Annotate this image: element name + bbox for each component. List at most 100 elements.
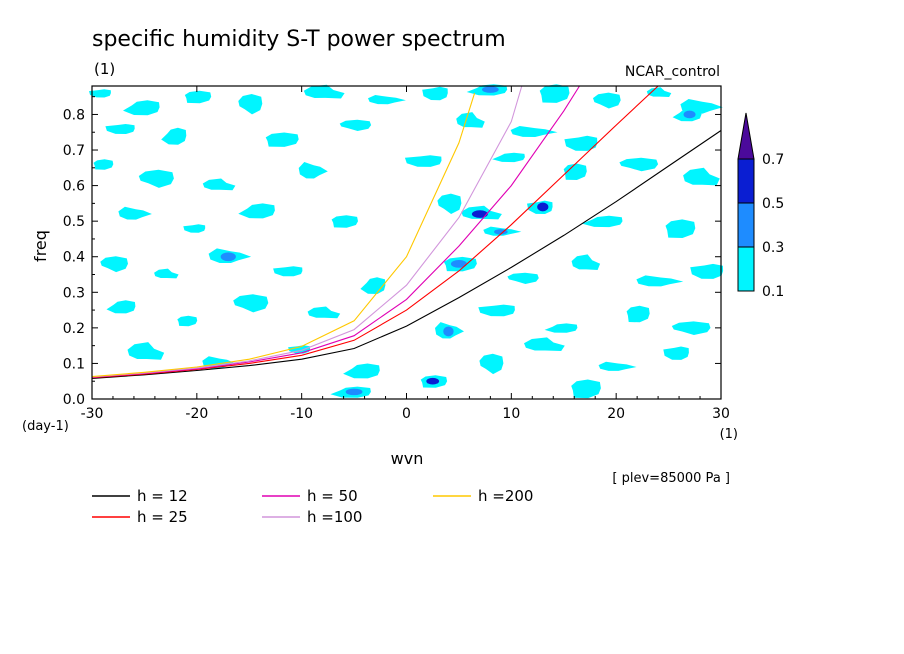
colorbar-label: 0.3 (762, 240, 784, 256)
x-axis-label: wvn (391, 449, 424, 468)
contour-patch (646, 87, 672, 97)
contour-patch (563, 163, 587, 180)
contour-patch (510, 126, 558, 137)
contour-patch (671, 321, 711, 335)
contour-patch (118, 206, 152, 220)
footnote: [ plev=85000 Pa ] (612, 471, 730, 486)
y-tick-label: 0.4 (63, 250, 85, 266)
contour-patch-core (426, 377, 440, 385)
contour-patch-core (220, 252, 236, 262)
contour-patch (360, 277, 386, 294)
contour-patch (331, 215, 358, 228)
y-tick-label: 0.6 (63, 179, 85, 195)
x-tick-label: -10 (290, 406, 313, 422)
plot-frame (91, 85, 722, 400)
contour-patch (105, 124, 135, 134)
contour-patch (626, 305, 650, 323)
contour-patch (479, 353, 504, 375)
contour-patch (177, 315, 198, 327)
legend-label: h =200 (478, 487, 533, 505)
contour-patch (564, 135, 598, 151)
contour-patch (571, 379, 601, 399)
contour-patch (665, 219, 696, 238)
colorbar-extend-arrow (737, 112, 755, 160)
y-tick-label: 0.1 (63, 356, 85, 372)
y-tick-label: 0.5 (63, 214, 85, 230)
contour-patch-core (450, 259, 467, 268)
contour-patch (690, 263, 724, 279)
contour-patch-core (471, 210, 488, 218)
y-tick-label: 0.2 (63, 321, 85, 337)
legend-label: h = 12 (137, 487, 188, 505)
contour-patch (492, 152, 525, 163)
contour-patch (544, 323, 578, 333)
legend: h = 12 h = 25 h = 50 h =100 h =200 (92, 487, 533, 526)
colorbar-segment (737, 246, 755, 292)
contour-patch (598, 361, 637, 371)
curve-h25 (91, 85, 659, 379)
legend-label: h =100 (307, 508, 362, 526)
contour-patch-core (345, 388, 363, 396)
x-tick-label: -20 (185, 406, 208, 422)
colorbar-label: 0.7 (762, 152, 784, 168)
contour-patch (161, 127, 187, 145)
x-axis-ticks: -30 -20 -10 0 10 20 30 (81, 86, 730, 422)
y-axis-label: freq (31, 230, 50, 262)
contour-patch (307, 306, 341, 319)
contour-patch (571, 254, 601, 270)
contour-patch (238, 94, 263, 115)
contour-patch (123, 100, 160, 116)
contour-patch (233, 294, 269, 313)
colorbar-label: 0.1 (762, 284, 784, 300)
contour-patch (184, 90, 212, 104)
contour-patch (339, 119, 372, 131)
plot-area: -30 -20 -10 0 10 20 30 0.00.10.20.30.40.50.60.… (63, 84, 730, 422)
x-tick-label: 20 (607, 406, 625, 422)
dispersion-curves (91, 85, 722, 379)
contour-patch-core (537, 202, 549, 212)
contour-patch (265, 132, 299, 147)
chart-subtitle-right: NCAR_control (625, 64, 720, 80)
contour-patch (478, 304, 515, 317)
curve-h100 (91, 85, 523, 378)
contour-patch (507, 272, 539, 284)
y-tick-label: 0.8 (63, 107, 85, 123)
y-axis-ticks: 0.0 0.1 0.2 0.3 0.4 0.5 0.6 0.7 0.8 (63, 96, 721, 408)
contour-patch (404, 155, 442, 167)
contour-patch (524, 337, 565, 351)
contour-patch (93, 159, 114, 170)
contour-patch (138, 169, 174, 188)
contour-patch (106, 300, 136, 314)
contour-patch (663, 346, 689, 360)
x-tick-label: -30 (81, 406, 104, 422)
x-tick-label: 0 (402, 406, 411, 422)
colorbar-segment (737, 158, 755, 204)
x-tick-label: 30 (712, 406, 730, 422)
y-axis-unit: (day-1) (22, 419, 69, 434)
colorbar-segment (737, 202, 755, 248)
contour-patch (582, 215, 623, 228)
contour-patch (273, 266, 303, 277)
contour-patch (437, 193, 462, 214)
contour-patch (89, 89, 111, 98)
colorbar: 0.1 0.3 0.5 0.7 (737, 112, 784, 300)
contour-patch (183, 224, 206, 233)
contour-patch (456, 112, 485, 128)
contour-patch (539, 84, 570, 103)
contour-patch (683, 167, 720, 186)
colorbar-label: 0.5 (762, 196, 784, 212)
contour-patch (127, 342, 165, 360)
contour-patch (619, 157, 659, 172)
contour-patch (238, 203, 275, 219)
contour-patch (303, 84, 345, 99)
y-tick-label: 0.0 (63, 392, 85, 408)
curve-h200 (91, 92, 476, 378)
legend-label: h = 25 (137, 508, 188, 526)
legend-label: h = 50 (307, 487, 358, 505)
contour-patch (636, 275, 684, 287)
curve-h12 (91, 130, 722, 379)
contour-patches (89, 84, 724, 399)
contour-patch (202, 178, 236, 191)
y-tick-label: 0.3 (63, 285, 85, 301)
